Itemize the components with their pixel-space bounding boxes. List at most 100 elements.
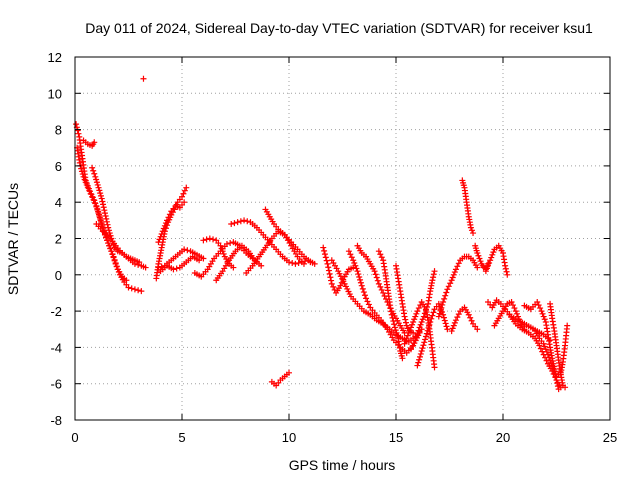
data-point [158,230,165,237]
data-point [503,268,510,275]
data-point [425,324,432,331]
data-point [418,318,425,325]
data-point [131,286,138,293]
data-point [549,362,556,369]
data-point [372,271,379,278]
data-point [97,192,104,199]
data-point [323,257,330,264]
data-point [413,310,420,317]
data-point [438,304,445,311]
data-points [73,75,571,393]
x-tick-label: 5 [178,430,185,445]
data-point [92,173,99,180]
data-point [416,356,423,363]
data-point [378,286,385,293]
data-point [539,310,546,317]
data-point [330,283,337,290]
data-point [482,268,489,275]
data-point [93,179,100,186]
data-point [421,339,428,346]
data-point [104,221,111,228]
data-point [451,269,458,276]
data-point [206,235,213,242]
data-point [420,313,427,320]
data-point [161,222,168,229]
data-point [327,274,334,281]
data-point [321,251,328,258]
data-point [356,273,363,280]
data-point [504,271,511,278]
data-point [391,324,398,331]
data-point [488,254,495,261]
data-point [483,265,490,272]
data-point [359,285,366,292]
data-point [443,289,450,296]
data-point [100,204,107,211]
data-point [74,127,81,134]
data-point [540,340,547,347]
data-point [378,254,385,261]
data-point [322,254,329,261]
data-point [321,247,328,254]
data-point [377,251,384,258]
data-point [365,301,372,308]
data-point [375,248,382,255]
data-point [485,262,492,269]
data-point [350,257,357,264]
data-track [435,253,481,320]
data-point [373,274,380,281]
data-track [448,304,481,335]
data-point [440,311,447,318]
data-point [311,260,318,267]
x-tick-label: 25 [603,430,617,445]
x-tick-label: 0 [71,430,78,445]
data-point [424,327,431,334]
data-point [91,139,98,146]
data-point [467,314,474,321]
data-point [228,220,235,227]
data-point [502,262,509,269]
data-point [477,258,484,265]
data-point [231,220,238,227]
data-point [364,298,371,305]
data-point [427,318,434,325]
data-point [125,284,132,291]
data-point [258,262,265,269]
data-point [97,217,104,224]
data-point [105,227,112,234]
data-point [508,299,515,306]
data-point [543,357,550,364]
data-point [542,346,549,353]
data-point [455,260,462,267]
data-point [429,277,436,284]
data-point [377,283,384,290]
data-point [89,193,96,200]
data-point [166,211,173,218]
data-point [512,308,519,315]
data-point [534,299,541,306]
data-point [219,248,226,255]
data-point [416,324,423,331]
data-point [159,228,166,235]
data-point [184,247,191,254]
data-point [452,266,459,273]
data-point [513,310,520,317]
data-point [200,237,207,244]
data-point [448,277,455,284]
data-point [131,260,138,267]
data-point [155,264,162,271]
data-point [413,333,420,340]
data-point [429,312,436,319]
data-point [93,176,100,183]
data-point [555,386,562,393]
data-point [196,257,203,264]
data-point [102,212,109,219]
data-track [155,199,188,246]
data-point [391,321,398,328]
data-point [412,337,419,344]
data-track [482,242,511,278]
data-point [96,187,103,194]
data-point [98,195,105,202]
data-track [491,299,528,333]
data-point [417,321,424,328]
